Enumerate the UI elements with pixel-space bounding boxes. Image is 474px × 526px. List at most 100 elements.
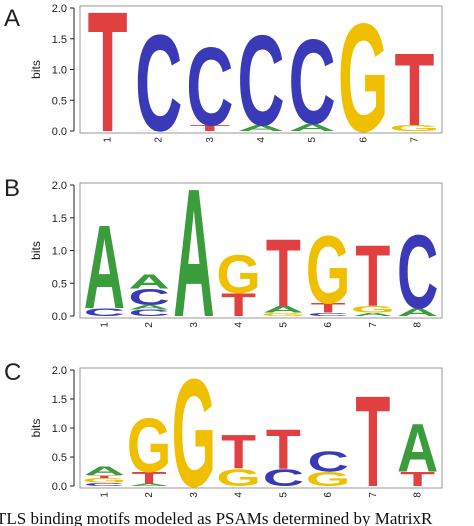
logo-letter-c: C: [237, 9, 284, 153]
logo-letter-a: A: [397, 411, 438, 487]
position-label: 7: [368, 492, 379, 498]
position-label: 7: [409, 137, 420, 143]
logo-letter-t: T: [266, 418, 301, 482]
y-tick-label: 1.5: [52, 213, 67, 225]
logo-letter-t: T: [87, 474, 122, 479]
logo-letter-c: C: [263, 464, 304, 491]
plot-frame: [79, 5, 443, 134]
logo-letter-g: G: [216, 464, 260, 491]
logo-letter-g: G: [172, 347, 216, 519]
logo-letter-c: C: [307, 312, 348, 317]
logo-letter-a: A: [263, 304, 304, 314]
position-label: 4: [234, 492, 245, 498]
logo-letter-t: T: [190, 123, 230, 133]
y-tick-label: 1.0: [52, 246, 67, 258]
position-label: 1: [99, 492, 110, 498]
position-label: 2: [144, 322, 155, 328]
logo-letter-t: T: [139, 130, 179, 131]
logo-letter-a: A: [352, 312, 393, 317]
logo-letter-g: G: [389, 123, 440, 133]
position-label: 5: [278, 492, 289, 498]
logo-letter-a: A: [128, 483, 169, 487]
position-label: 3: [189, 322, 200, 328]
position-label: 7: [368, 322, 379, 328]
position-label: 4: [256, 137, 267, 143]
logo-letter-g: G: [127, 404, 171, 489]
position-label: 6: [323, 492, 334, 498]
y-tick-label: 2.0: [52, 180, 67, 192]
logo-letter-a: A: [237, 123, 284, 133]
position-label: 1: [99, 322, 110, 328]
panel-label: B: [4, 175, 20, 202]
logo-letter-t: T: [355, 227, 390, 325]
logo-letter-a: A: [84, 464, 125, 478]
position-label: 6: [323, 322, 334, 328]
position-label: 8: [413, 322, 424, 328]
y-axis-label: bits: [29, 241, 43, 260]
logo-letter-t: T: [311, 300, 346, 316]
position-label: 5: [307, 137, 318, 143]
logo-letter-t: T: [266, 219, 301, 327]
logo-letter-t: T: [132, 469, 167, 487]
y-tick-label: 1.0: [52, 423, 67, 435]
y-tick-label: 0.5: [52, 452, 67, 464]
y-axis-label: bits: [29, 419, 43, 438]
position-label: 5: [278, 322, 289, 328]
logo-letter-c: C: [128, 308, 169, 318]
logo-letter-t: T: [221, 287, 256, 323]
logo-letter-c: C: [307, 446, 348, 478]
y-tick-label: 1.5: [52, 34, 67, 46]
logo-letter-g: G: [216, 243, 260, 305]
y-tick-label: 0.5: [52, 95, 67, 107]
plot-frame: [79, 182, 443, 319]
logo-letter-g: G: [306, 468, 350, 491]
logo-letter-t: T: [355, 370, 390, 515]
figure-caption: TLS binding motifs modeled as PSAMs dete…: [0, 509, 433, 526]
y-tick-label: 0.0: [52, 311, 67, 323]
position-label: 4: [234, 322, 245, 328]
y-tick-label: 2.0: [52, 3, 67, 15]
position-label: 8: [413, 492, 424, 498]
logo-letter-g: G: [351, 304, 395, 314]
y-tick-label: 0.0: [52, 126, 67, 138]
logo-letter-c: C: [84, 306, 125, 318]
logo-letter-g: G: [82, 477, 126, 484]
logo-letter-c: C: [186, 25, 233, 149]
logo-letter-a: A: [128, 304, 169, 311]
logo-letter-c: C: [135, 6, 182, 159]
logo-letter-t: T: [394, 33, 434, 148]
logo-letter-a: A: [289, 122, 336, 133]
plot-frame: [79, 367, 443, 489]
logo-letter-t: T: [400, 468, 435, 491]
y-tick-label: 0.0: [52, 481, 67, 493]
logo-letter-t: T: [221, 426, 256, 480]
position-label: 2: [144, 492, 155, 498]
logo-letter-c: C: [289, 14, 336, 149]
y-axis-label: bits: [29, 60, 43, 79]
logo-letter-g: G: [306, 215, 350, 323]
logo-letter-a: A: [84, 201, 125, 334]
logo-letter-a: A: [173, 150, 214, 355]
y-tick-label: 0.5: [52, 278, 67, 290]
logo-letter-a: A: [128, 271, 169, 294]
position-label: 3: [205, 137, 216, 143]
logo-letter-c: C: [84, 482, 125, 488]
panel-label: C: [4, 359, 21, 386]
logo-letter-g: G: [338, 0, 389, 165]
position-label: 1: [103, 137, 114, 143]
panel-label: A: [4, 5, 20, 32]
logo-letter-c: C: [397, 212, 438, 330]
logo-letter-c: C: [128, 285, 169, 310]
position-label: 6: [358, 137, 369, 143]
position-label: 2: [154, 137, 165, 143]
logo-letter-a: A: [397, 306, 438, 318]
y-tick-label: 1.0: [52, 65, 67, 77]
logo-letter-t: T: [88, 0, 128, 168]
logo-letter-g: G: [261, 312, 305, 317]
position-label: 3: [189, 492, 200, 498]
y-tick-label: 2.0: [52, 365, 67, 377]
y-tick-label: 1.5: [52, 394, 67, 406]
